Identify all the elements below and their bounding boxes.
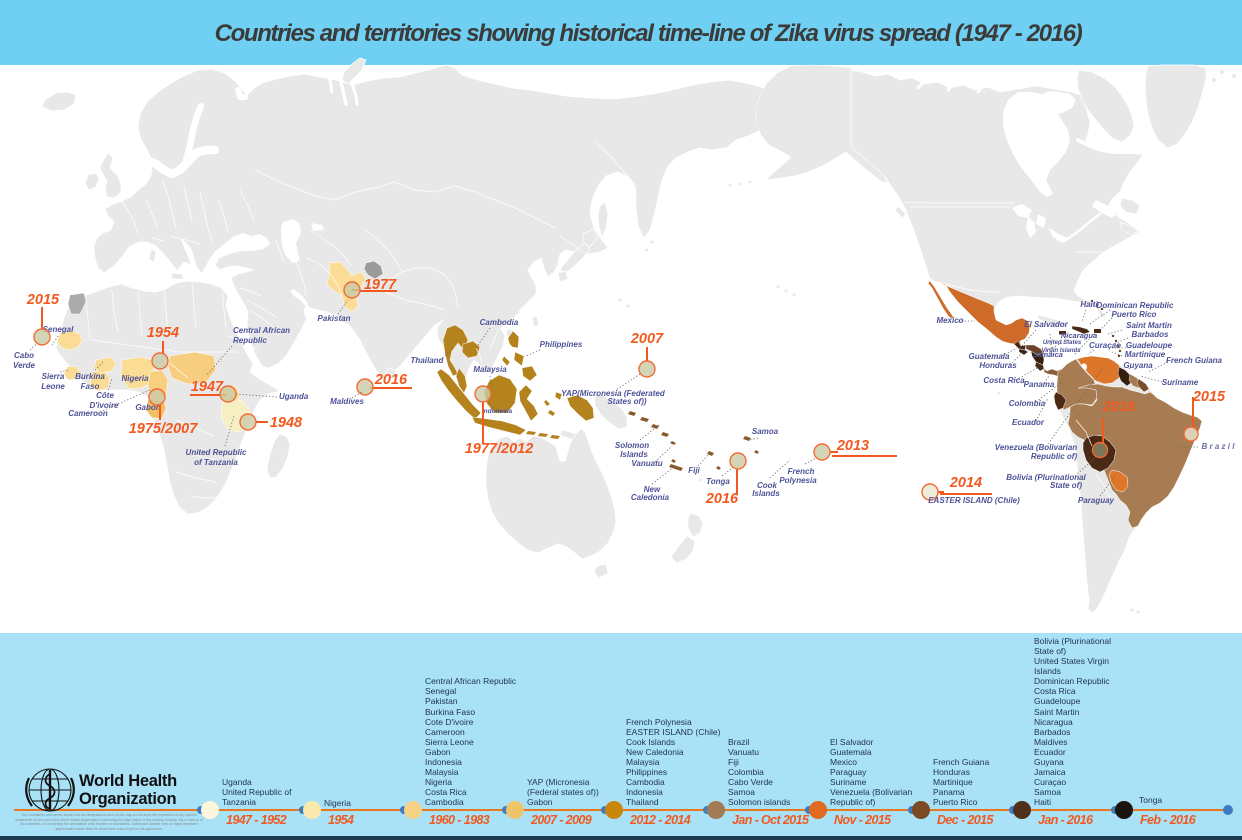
svg-text:Guadeloupe: Guadeloupe bbox=[1126, 341, 1173, 350]
svg-text:Organization: Organization bbox=[79, 790, 176, 808]
svg-text:Suriname: Suriname bbox=[1162, 378, 1199, 387]
svg-text:2015: 2015 bbox=[26, 292, 60, 308]
svg-text:Thailand: Thailand bbox=[411, 356, 445, 365]
svg-text:New: New bbox=[644, 485, 661, 494]
svg-text:of Tanzania: of Tanzania bbox=[194, 458, 238, 467]
svg-text:YAP(Micronesia (Federated: YAP(Micronesia (Federated bbox=[561, 389, 666, 398]
svg-text:Mexico: Mexico bbox=[936, 316, 963, 325]
svg-text:Cameroon: Cameroon bbox=[68, 409, 108, 418]
svg-text:D'ivoire: D'ivoire bbox=[89, 401, 119, 410]
svg-text:1977: 1977 bbox=[364, 277, 397, 293]
svg-text:Leone: Leone bbox=[41, 382, 65, 391]
svg-text:Caledonia: Caledonia bbox=[631, 493, 670, 502]
svg-text:Martinique: Martinique bbox=[1125, 350, 1166, 359]
svg-text:Uganda: Uganda bbox=[279, 392, 309, 401]
svg-text:El Salvador: El Salvador bbox=[1024, 320, 1068, 329]
svg-text:Honduras: Honduras bbox=[979, 361, 1017, 370]
svg-text:Vanuatu: Vanuatu bbox=[631, 459, 662, 468]
svg-text:States of)): States of)) bbox=[607, 397, 646, 406]
svg-text:Cook: Cook bbox=[757, 481, 778, 490]
svg-text:Verde: Verde bbox=[13, 361, 35, 370]
svg-text:Barbados: Barbados bbox=[1132, 330, 1169, 339]
svg-text:Sierra: Sierra bbox=[42, 372, 65, 381]
svg-text:Tonga: Tonga bbox=[706, 477, 730, 486]
svg-text:Islands: Islands bbox=[752, 489, 780, 498]
svg-text:Saint Martin: Saint Martin bbox=[1126, 321, 1172, 330]
svg-text:2016: 2016 bbox=[705, 491, 739, 507]
svg-text:United States: United States bbox=[1043, 340, 1082, 346]
svg-text:Fiji: Fiji bbox=[688, 466, 700, 475]
svg-text:Cambodia: Cambodia bbox=[480, 318, 519, 327]
svg-text:1947: 1947 bbox=[191, 379, 224, 395]
svg-text:Guyana: Guyana bbox=[1123, 361, 1153, 370]
svg-text:Central African: Central African bbox=[233, 326, 290, 335]
svg-text:Paraguay: Paraguay bbox=[1078, 496, 1115, 505]
svg-text:Jamaica: Jamaica bbox=[1033, 350, 1063, 359]
svg-text:United Republic: United Republic bbox=[186, 448, 247, 457]
svg-text:Islands: Islands bbox=[620, 450, 648, 459]
svg-text:Côte: Côte bbox=[96, 391, 114, 400]
svg-text:Nigeria: Nigeria bbox=[121, 374, 149, 383]
svg-text:Virgin Islands: Virgin Islands bbox=[1041, 348, 1081, 354]
svg-text:Samoa: Samoa bbox=[752, 427, 779, 436]
svg-text:Cabo: Cabo bbox=[14, 351, 34, 360]
svg-text:Pakistan: Pakistan bbox=[318, 314, 351, 323]
svg-text:Venezuela (Bolivarian: Venezuela (Bolivarian bbox=[995, 443, 1078, 452]
svg-text:French: French bbox=[788, 467, 815, 476]
svg-text:2014: 2014 bbox=[949, 475, 982, 491]
svg-text:Bolivia (Plurinational: Bolivia (Plurinational bbox=[1006, 473, 1086, 482]
svg-text:Republic: Republic bbox=[233, 336, 267, 345]
svg-text:2015: 2015 bbox=[1192, 389, 1226, 405]
svg-text:Curaçao: Curaçao bbox=[1089, 341, 1121, 350]
svg-text:Colombia: Colombia bbox=[1009, 399, 1046, 408]
svg-text:2016: 2016 bbox=[374, 372, 408, 388]
svg-text:Faso: Faso bbox=[81, 382, 100, 391]
svg-text:EASTER ISLAND (Chile): EASTER ISLAND (Chile) bbox=[928, 496, 1020, 505]
svg-text:French Guiana: French Guiana bbox=[1166, 356, 1223, 365]
svg-text:Haiti: Haiti bbox=[1080, 300, 1098, 309]
svg-text:1977/2012: 1977/2012 bbox=[465, 441, 534, 457]
svg-text:2007: 2007 bbox=[630, 331, 664, 347]
svg-text:State of): State of) bbox=[1050, 481, 1082, 490]
svg-text:Maldives: Maldives bbox=[330, 397, 364, 406]
svg-text:Republic of): Republic of) bbox=[1031, 452, 1078, 461]
svg-text:2013: 2013 bbox=[836, 438, 869, 454]
svg-text:Dominican Republic: Dominican Republic bbox=[1097, 301, 1174, 310]
svg-text:1954: 1954 bbox=[147, 325, 179, 341]
svg-text:Indonesia: Indonesia bbox=[482, 408, 513, 415]
svg-text:Solomon: Solomon bbox=[615, 441, 649, 450]
svg-text:Malaysia: Malaysia bbox=[473, 365, 507, 374]
svg-text:2016: 2016 bbox=[1102, 399, 1136, 415]
svg-text:Ecuador: Ecuador bbox=[1012, 418, 1045, 427]
svg-text:Senegal: Senegal bbox=[43, 325, 74, 334]
svg-text:Burkina: Burkina bbox=[75, 372, 105, 381]
svg-text:1948: 1948 bbox=[270, 415, 303, 431]
svg-text:Puerto Rico: Puerto Rico bbox=[1112, 310, 1157, 319]
svg-text:Gabon: Gabon bbox=[135, 403, 160, 412]
svg-text:B r a z i l: B r a z i l bbox=[1202, 442, 1236, 451]
svg-text:Polynesia: Polynesia bbox=[779, 476, 817, 485]
svg-text:Nicaragua: Nicaragua bbox=[1061, 331, 1097, 340]
svg-text:World Health: World Health bbox=[79, 772, 177, 790]
svg-text:Costa Rica: Costa Rica bbox=[983, 376, 1025, 385]
svg-text:Philippines: Philippines bbox=[540, 340, 583, 349]
svg-text:1975/2007: 1975/2007 bbox=[129, 421, 198, 437]
svg-text:Guatemala: Guatemala bbox=[969, 352, 1010, 361]
svg-text:Panama: Panama bbox=[1024, 380, 1055, 389]
